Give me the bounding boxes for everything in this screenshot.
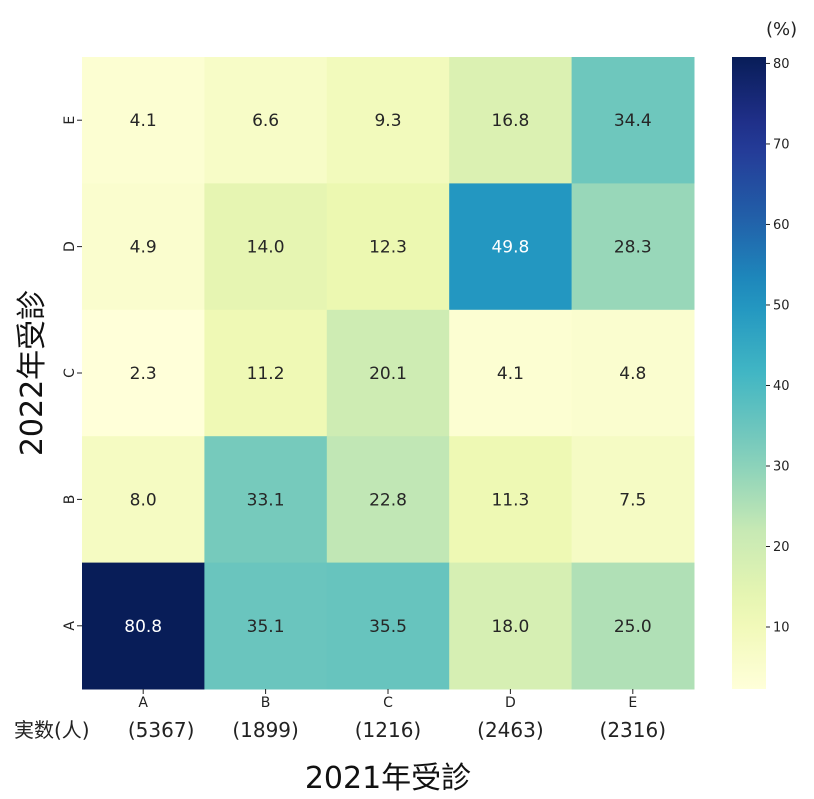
cell-value-label: 33.1 [247, 490, 285, 510]
colorbar-tick-label: 10 [773, 621, 790, 636]
y-tick-label: A [62, 621, 78, 631]
heatmap-cell [326, 562, 450, 690]
heatmap-cell [449, 183, 573, 311]
heatmap-cell [326, 436, 450, 564]
colorbar-tick-label: 60 [773, 218, 790, 233]
cell-value-label: 25.0 [614, 617, 652, 637]
heatmap-cell [82, 436, 205, 564]
heatmap-cell [571, 436, 695, 564]
heatmap-cell [326, 183, 450, 311]
cell-value-label: 16.8 [491, 111, 529, 131]
heatmap-cells: 4.1 6.6 9.3 16.8 34.4 4.9 14.0 12.3 49.8 28.3 2.3 1… [82, 57, 695, 690]
count-label: (2316) [600, 718, 667, 742]
colorbar-unit-label: (%) [766, 19, 797, 40]
heatmap-cell [326, 57, 450, 184]
cell-value-label: 80.8 [124, 617, 162, 637]
x-tick-labels: A B C D E [138, 689, 637, 711]
cell-value-label: 28.3 [614, 238, 652, 258]
cell-value-label: 4.1 [130, 111, 157, 131]
heatmap-cell [82, 57, 205, 184]
count-label: (1216) [355, 718, 422, 742]
cell-value-label: 2.3 [130, 364, 157, 384]
colorbar-tick-label: 20 [773, 540, 790, 555]
heatmap-cell [82, 183, 205, 311]
count-labels: 実数(人) (5367) (1899) (1216) (2463) (2316) [14, 718, 666, 742]
heatmap-cell [204, 309, 328, 437]
y-tick-label: D [62, 241, 78, 252]
heatmap-cell [449, 57, 573, 184]
cell-value-label: 4.8 [619, 364, 646, 384]
y-axis-title: 2022年受診 [15, 290, 50, 456]
cell-value-label: 8.0 [130, 490, 157, 510]
cell-value-label: 9.3 [374, 111, 401, 131]
x-axis-title: 2021年受診 [305, 761, 471, 796]
colorbar-tick-label: 70 [773, 137, 790, 152]
cell-value-label: 34.4 [614, 111, 652, 131]
cell-value-label: 7.5 [619, 490, 646, 510]
cell-value-label: 35.1 [247, 617, 285, 637]
cell-value-label: 20.1 [369, 364, 407, 384]
x-tick-label: B [261, 695, 271, 711]
y-tick-labels: E D C B A [62, 116, 82, 631]
heatmap-cell [571, 309, 695, 437]
x-tick-label: C [383, 695, 393, 711]
cell-value-label: 14.0 [247, 238, 285, 258]
heatmap-cell [571, 562, 695, 690]
cell-value-label: 12.3 [369, 238, 407, 258]
heatmap-cell [571, 183, 695, 311]
colorbar [732, 57, 766, 689]
y-tick-label: E [62, 116, 78, 125]
cell-value-label: 4.9 [130, 238, 157, 258]
heatmap-cell [204, 57, 328, 184]
x-tick-label: A [138, 695, 148, 711]
x-tick-label: D [505, 695, 516, 711]
y-tick-label: C [62, 368, 78, 378]
colorbar-tick-label: 80 [773, 57, 790, 72]
heatmap-cell [82, 309, 205, 437]
colorbar-ticks: 10 20 30 40 50 60 70 80 [766, 57, 790, 636]
x-tick-label: E [628, 695, 637, 711]
count-prefix-label: 実数(人) [14, 718, 90, 742]
cell-value-label: 22.8 [369, 490, 407, 510]
count-label: (5367) [128, 718, 195, 742]
cell-value-label: 6.6 [252, 111, 279, 131]
heatmap-cell [204, 183, 328, 311]
heatmap-cell [82, 562, 205, 690]
cell-value-label: 18.0 [491, 617, 529, 637]
cell-value-label: 4.1 [497, 364, 524, 384]
heatmap-cell [204, 436, 328, 564]
heatmap-cell [571, 57, 695, 184]
heatmap-cell [326, 309, 450, 437]
heatmap-cell [449, 309, 573, 437]
count-label: (1899) [232, 718, 299, 742]
heatmap-cell [449, 562, 573, 690]
heatmap-cell [449, 436, 573, 564]
count-label: (2463) [477, 718, 544, 742]
cell-value-label: 49.8 [491, 238, 529, 258]
heatmap-cell [204, 562, 328, 690]
colorbar-tick-label: 50 [773, 298, 790, 313]
colorbar-tick-label: 30 [773, 459, 790, 474]
colorbar-tick-label: 40 [773, 379, 790, 394]
cell-value-label: 11.2 [247, 364, 285, 384]
cell-value-label: 35.5 [369, 617, 407, 637]
cell-value-label: 11.3 [491, 490, 529, 510]
y-tick-label: B [62, 495, 78, 505]
